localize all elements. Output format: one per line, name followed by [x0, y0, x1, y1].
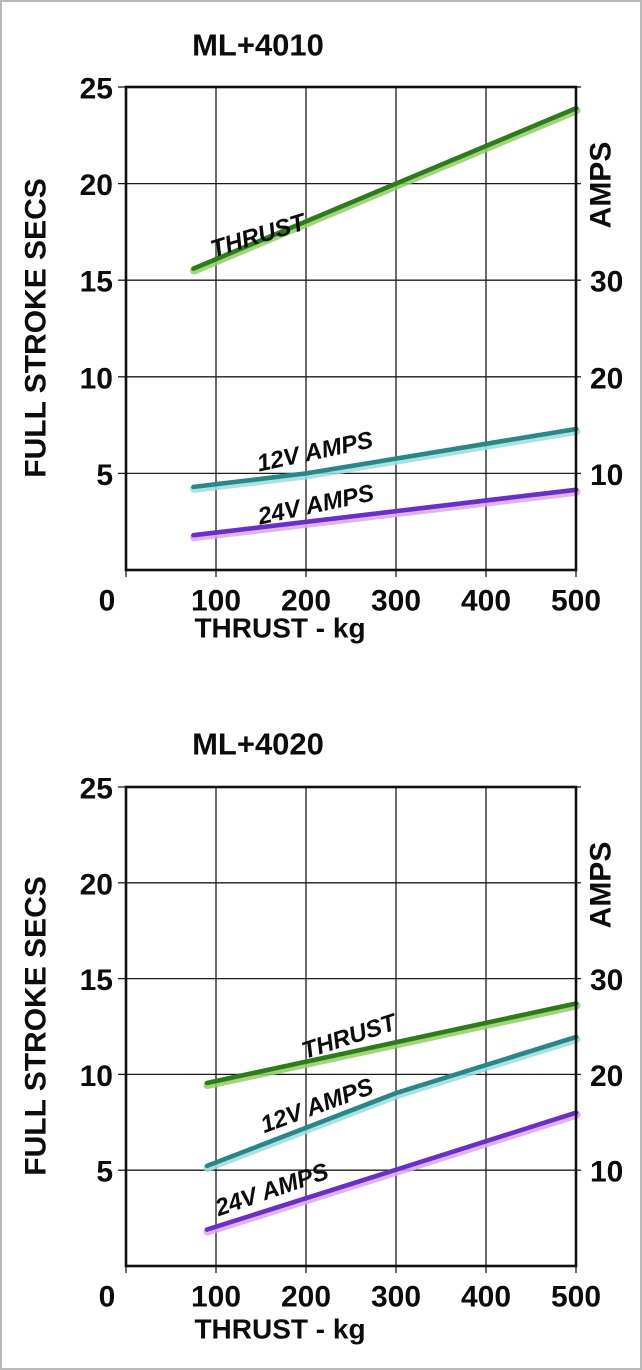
12v-amps-series — [190, 426, 581, 493]
x-tick-label-100: 100 — [191, 1281, 241, 1314]
series-line — [191, 106, 579, 271]
right-tick-label-10: 10 — [590, 459, 623, 492]
right-tick-label-30: 30 — [590, 266, 623, 299]
plot-frame — [124, 85, 578, 572]
right-axis-title: AMPS — [585, 142, 618, 229]
left-axis-title: FULL STROKE SECS — [20, 178, 53, 477]
x-tick-label-300: 300 — [371, 1281, 421, 1314]
y-tick-label-25: 25 — [80, 73, 113, 106]
x-tick-label-100: 100 — [191, 585, 241, 618]
series-line — [204, 1034, 579, 1169]
plot-frame — [124, 785, 578, 1268]
right-tick-labels: 30 20 10 — [590, 964, 623, 1189]
x-tick-label-400: 400 — [461, 1281, 511, 1314]
x-tick-label-200: 200 — [281, 1281, 331, 1314]
right-tick-label-20: 20 — [590, 362, 623, 395]
gridlines — [118, 86, 581, 577]
right-tick-label-30: 30 — [590, 964, 623, 997]
right-tick-label-20: 20 — [590, 1060, 623, 1093]
12v-amps-series — [203, 1034, 581, 1172]
x-tick-labels: 0 100 200 300 400 500 — [99, 1281, 601, 1314]
x-axis-title: THRUST - kg — [194, 613, 365, 644]
y-tick-label-20: 20 — [80, 169, 113, 202]
series-line — [191, 487, 579, 538]
series-line — [191, 426, 579, 490]
thrust-series — [190, 106, 581, 275]
series-line — [204, 1110, 579, 1232]
right-tick-label-10: 10 — [590, 1156, 623, 1189]
x-tick-label-500: 500 — [551, 585, 601, 618]
series-line — [204, 1001, 579, 1086]
chart-ml4010: 0 100 200 300 400 500 25 20 15 10 5 30 20 10 ML+401… — [20, 28, 624, 644]
series-halo — [203, 1035, 581, 1172]
x-tick-label-500: 500 — [551, 1281, 601, 1314]
chart-title: ML+4020 — [192, 727, 324, 762]
chart-ml4020: 0 100 200 300 400 500 25 20 15 10 5 30 20 10 ML+402… — [20, 727, 624, 1345]
x-tick-label-400: 400 — [461, 585, 511, 618]
x-axis-title: THRUST - kg — [194, 1314, 365, 1345]
y-tick-label-20: 20 — [80, 868, 113, 901]
x-tick-label-200: 200 — [281, 585, 331, 618]
x-tick-label-0: 0 — [99, 585, 116, 618]
y-tick-label-25: 25 — [80, 773, 113, 806]
x-tick-label-0: 0 — [99, 1281, 116, 1314]
y-tick-label-15: 15 — [80, 266, 113, 299]
x-tick-label-300: 300 — [371, 585, 421, 618]
24v-amps-series — [190, 487, 581, 542]
y-tick-label-10: 10 — [80, 1060, 113, 1093]
left-axis-title: FULL STROKE SECS — [20, 876, 53, 1175]
right-tick-labels: 30 20 10 — [590, 266, 623, 492]
x-tick-labels: 0 100 200 300 400 500 — [99, 585, 601, 618]
right-axis-title: AMPS — [585, 842, 618, 929]
y-tick-label-5: 5 — [96, 1156, 113, 1189]
y-tick-labels: 25 20 15 10 5 — [80, 773, 113, 1189]
y-tick-label-15: 15 — [80, 964, 113, 997]
y-tick-labels: 25 20 15 10 5 — [80, 73, 113, 492]
y-tick-label-5: 5 — [96, 459, 113, 492]
y-tick-label-10: 10 — [80, 362, 113, 395]
thrust-line-label: THRUST — [208, 208, 311, 263]
24v-amps-series — [203, 1110, 581, 1236]
thrust-series — [203, 1001, 581, 1089]
chart-title: ML+4010 — [192, 28, 324, 63]
